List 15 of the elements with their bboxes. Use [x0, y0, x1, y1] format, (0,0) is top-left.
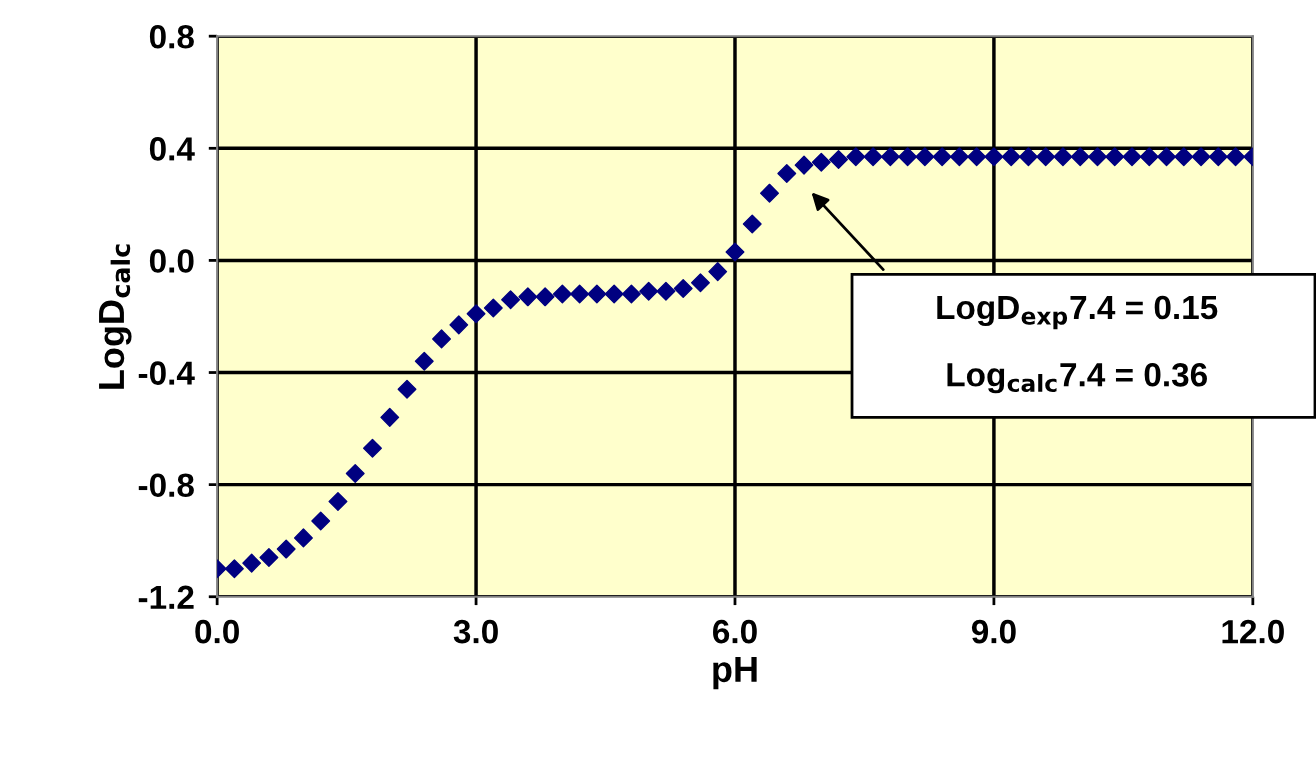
- x-tick-label: 9.0: [971, 619, 1016, 644]
- y-tick-label: 0.0: [149, 249, 194, 273]
- y-tick-label: -1.2: [138, 585, 194, 609]
- x-axis-title: pH: [713, 656, 757, 690]
- x-tick-label: 0.0: [195, 619, 239, 644]
- x-tick-label: 6.0: [713, 619, 757, 644]
- y-axis-title: LogD$_{calc}$: [99, 244, 132, 389]
- x-tick-label: 12.0: [1222, 619, 1284, 644]
- y-tick-label: 0.8: [149, 24, 194, 49]
- y-tick-label: 0.4: [149, 137, 195, 161]
- y-tick-label: -0.8: [138, 473, 194, 498]
- x-tick-label: 3.0: [453, 619, 498, 644]
- annotation: Log$_{calc}$7.4 = 0.36: [947, 363, 1207, 394]
- y-tick-label: -0.4: [138, 361, 195, 385]
- annotation: LogD$_{exp}$7.4 = 0.15: [937, 295, 1218, 330]
